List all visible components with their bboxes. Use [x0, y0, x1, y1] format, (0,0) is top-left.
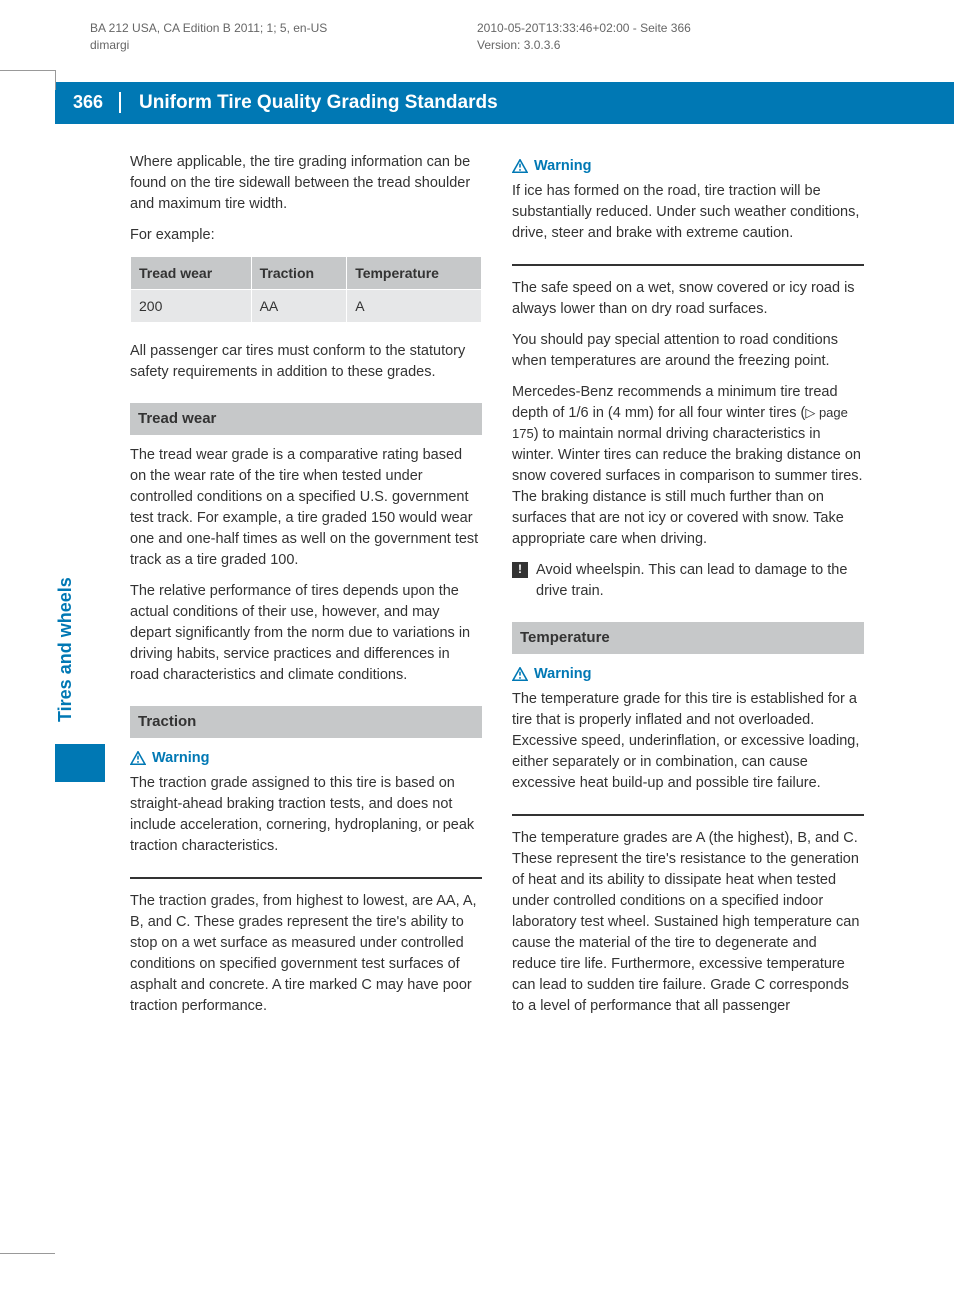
warning-label: Warning [534, 664, 591, 685]
treadwear-heading: Tread wear [130, 403, 482, 435]
intro-text-2: For example: [130, 225, 482, 246]
td-traction: AA [251, 289, 347, 322]
th-temperature: Temperature [347, 256, 482, 289]
meta-left: BA 212 USA, CA Edition B 2011; 1; 5, en-… [90, 20, 477, 54]
sidebar-tab: Tires and wheels [55, 560, 105, 780]
warning-triangle-icon [512, 667, 528, 681]
ice-warning-text: If ice has formed on the road, tire trac… [512, 181, 864, 244]
left-column: Where applicable, the tire grading infor… [130, 152, 482, 1028]
after-table-text: All passenger car tires must conform to … [130, 341, 482, 383]
meta-left-line2: dimargi [90, 37, 477, 54]
exclamation-icon: ! [512, 562, 528, 578]
warning-triangle-icon [130, 751, 146, 765]
header-meta: BA 212 USA, CA Edition B 2011; 1; 5, en-… [0, 0, 954, 64]
sidebar-block [55, 744, 105, 782]
right-p2: You should pay special attention to road… [512, 330, 864, 372]
temperature-heading: Temperature [512, 622, 864, 654]
content: Where applicable, the tire grading infor… [130, 152, 864, 1028]
td-temperature: A [347, 289, 482, 322]
meta-right-line2: Version: 3.0.3.6 [477, 37, 864, 54]
sidebar-label: Tires and wheels [55, 560, 76, 740]
th-treadwear: Tread wear [131, 256, 252, 289]
th-traction: Traction [251, 256, 347, 289]
traction-warning-box: Warning The traction grade assigned to t… [130, 748, 482, 879]
meta-right: 2010-05-20T13:33:46+02:00 - Seite 366 Ve… [477, 20, 864, 54]
crop-mark [55, 70, 56, 90]
right-p3: Mercedes-Benz recommends a minimum tire … [512, 382, 864, 550]
treadwear-p2: The relative performance of tires depend… [130, 581, 482, 686]
page-title: Uniform Tire Quality Grading Standards [139, 92, 498, 114]
ice-warning-box: Warning If ice has formed on the road, t… [512, 156, 864, 266]
p3-part-b: ) to maintain normal driving characteris… [512, 426, 863, 547]
intro-text-1: Where applicable, the tire grading infor… [130, 152, 482, 215]
traction-warning-text: The traction grade assigned to this tire… [130, 773, 482, 857]
treadwear-p1: The tread wear grade is a comparative ra… [130, 445, 482, 571]
title-bar: 366 Uniform Tire Quality Grading Standar… [55, 82, 954, 124]
warning-heading: Warning [512, 664, 864, 685]
grade-table: Tread wear Traction Temperature 200 AA A [130, 256, 482, 324]
traction-heading: Traction [130, 706, 482, 738]
td-treadwear: 200 [131, 289, 252, 322]
p3-part-a: Mercedes-Benz recommends a minimum tire … [512, 384, 838, 421]
page-number: 366 [73, 92, 121, 113]
right-column: Warning If ice has formed on the road, t… [512, 152, 864, 1028]
meta-left-line1: BA 212 USA, CA Edition B 2011; 1; 5, en-… [90, 20, 477, 37]
warning-label: Warning [152, 748, 209, 769]
meta-right-line1: 2010-05-20T13:33:46+02:00 - Seite 366 [477, 20, 864, 37]
crop-mark [0, 1253, 55, 1254]
right-p1: The safe speed on a wet, snow covered or… [512, 278, 864, 320]
warning-label: Warning [534, 156, 591, 177]
warning-triangle-icon [512, 159, 528, 173]
traction-p1: The traction grades, from highest to low… [130, 891, 482, 1017]
temperature-warning-text: The temperature grade for this tire is e… [512, 689, 864, 794]
warning-heading: Warning [130, 748, 482, 769]
temperature-p1: The temperature grades are A (the highes… [512, 828, 864, 1017]
caution-text: Avoid wheelspin. This can lead to damage… [536, 560, 864, 602]
warning-heading: Warning [512, 156, 864, 177]
temperature-warning-box: Warning The temperature grade for this t… [512, 664, 864, 816]
caution-note: ! Avoid wheelspin. This can lead to dama… [512, 560, 864, 602]
crop-mark [0, 70, 55, 71]
